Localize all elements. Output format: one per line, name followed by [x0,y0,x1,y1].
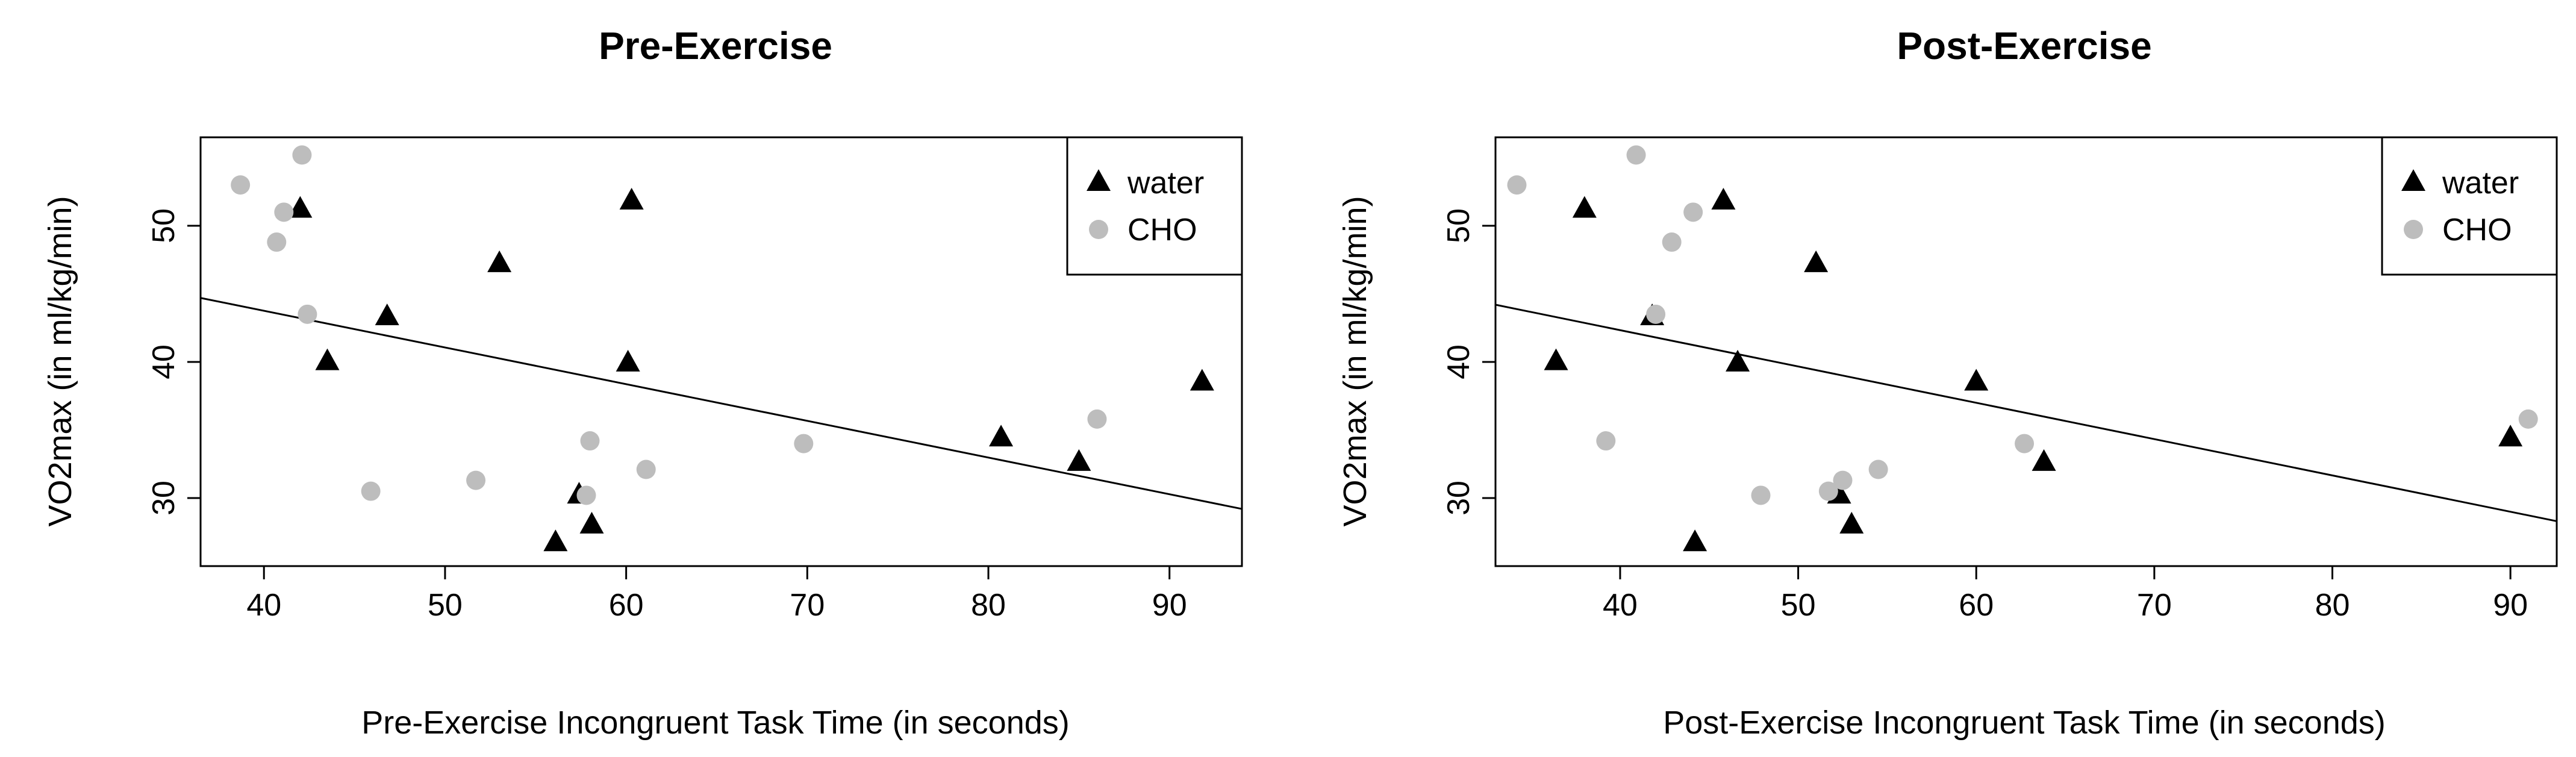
water-point [1839,511,1864,534]
water-point [1964,369,1989,391]
legend-water-marker [2401,169,2425,191]
water-point [543,529,568,552]
regression-line [1495,304,2557,522]
legend-label: water [2442,166,2519,201]
x-tick-label: 80 [971,588,1006,623]
regression-line [200,297,1243,510]
legend-cho-marker [1089,220,1108,239]
x-tick-label: 40 [1603,588,1638,623]
cho-point [2518,409,2538,429]
x-tick-label: 50 [1781,588,1816,623]
cho-point [267,232,287,252]
cho-point [1683,202,1703,222]
cho-point [1833,470,1853,490]
cho-point [580,431,600,451]
legend-cho-marker [2404,220,2423,239]
water-point [1544,348,1568,370]
water-point [1067,449,1091,471]
cho-point [1596,431,1616,451]
y-tick-label: 30 [1441,481,1476,516]
legend-label: water [1127,166,1204,201]
water-point [1572,196,1597,218]
legend-label: CHO [2442,213,2512,248]
water-point [288,196,313,218]
water-point [1683,529,1707,552]
chart-title: Pre-Exercise [599,24,832,67]
water-point [315,348,340,370]
cho-point [576,485,596,505]
y-tick-label: 30 [146,481,181,516]
x-tick-label: 60 [609,588,644,623]
cho-point [298,304,317,324]
y-tick-label: 40 [146,344,181,379]
cho-point [231,175,251,195]
cho-point [466,470,486,490]
legend-box [1066,136,1243,276]
legend-water-marker [1087,169,1111,191]
cho-point [636,459,656,479]
cho-point [1868,459,1888,479]
water-point [2032,449,2056,471]
water-point [1190,369,1214,391]
y-tick-label: 50 [146,208,181,243]
cho-point [1646,304,1666,324]
x-tick-label: 90 [2493,588,2528,623]
cho-point [274,202,294,222]
water-point [989,425,1014,447]
water-point [616,349,640,372]
water-point [1726,349,1750,372]
water-point [487,250,512,272]
water-point [1711,187,1736,210]
water-point [619,187,644,210]
legend: water CHO [1066,136,1243,276]
post-exercise-panel: Post-Exercise Post-Exercise Incongruent … [1337,24,2558,741]
x-tick-label: 90 [1152,588,1187,623]
cho-point [1626,145,1646,165]
cho-point [292,145,312,165]
x-tick-label: 60 [1959,588,1994,623]
water-point [375,304,399,326]
x-tick-label: 70 [2137,588,2172,623]
water-point [2498,425,2523,447]
y-tick-label: 50 [1441,208,1476,243]
cho-point [794,434,814,453]
cho-point [1662,232,1682,252]
plot-frame [1494,136,2558,567]
legend: water CHO [2381,136,2558,276]
x-tick-label: 70 [790,588,825,623]
x-tick-label: 80 [2315,588,2350,623]
y-axis-label: VO2max (in ml/kg/min) [42,196,78,526]
x-axis-label: Post-Exercise Incongruent Task Time (in … [1663,705,2386,741]
chart-title: Post-Exercise [1897,24,2151,67]
plot-frame [199,136,1243,567]
cho-point [1818,481,1838,501]
pre-exercise-panel: Pre-Exercise Pre-Exercise Incongruent Ta… [42,24,1243,741]
x-tick-label: 50 [428,588,463,623]
legend-box [2381,136,2558,276]
legend-label: CHO [1127,213,1197,248]
x-axis-label: Pre-Exercise Incongruent Task Time (in s… [361,705,1070,741]
y-tick-label: 40 [1441,344,1476,379]
cho-point [1507,175,1527,195]
cho-point [2015,434,2035,453]
cho-point [1087,409,1107,429]
cho-point [1751,485,1771,505]
cho-point [361,481,381,501]
water-point [1804,250,1829,272]
y-axis-label: VO2max (in ml/kg/min) [1337,196,1373,526]
x-tick-label: 40 [246,588,281,623]
water-point [579,511,604,534]
